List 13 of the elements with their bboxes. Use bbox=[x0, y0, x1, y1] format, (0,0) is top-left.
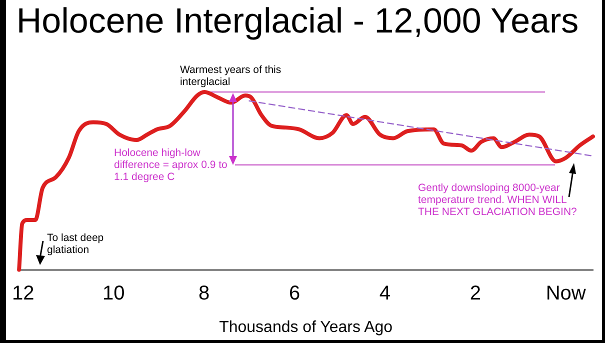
annotation: Holocene high-low difference = aprox 0.9 to 1.1 degree C bbox=[114, 147, 228, 183]
x-tick-label: 6 bbox=[288, 282, 300, 304]
x-tick-label: Now bbox=[546, 282, 586, 304]
x-axis-title: Thousands of Years Ago bbox=[219, 318, 393, 336]
annotation: To last deep glatiation bbox=[47, 232, 105, 256]
x-tick-label: 12 bbox=[12, 282, 34, 304]
x-tick-label: 2 bbox=[470, 282, 481, 304]
x-tick-label: 8 bbox=[198, 282, 210, 304]
text: Warmest years of this interglacial bbox=[180, 64, 282, 88]
x-tick-label: 10 bbox=[102, 282, 125, 304]
x-tick-label: 4 bbox=[379, 282, 391, 304]
chart-title: Holocene Interglacial - 12,000 Years bbox=[16, 2, 579, 41]
annotation: Gently downsloping 8000-year temperature trend. WHEN WILL THE NEXT GLACIATION BEGIN? bbox=[418, 182, 578, 218]
